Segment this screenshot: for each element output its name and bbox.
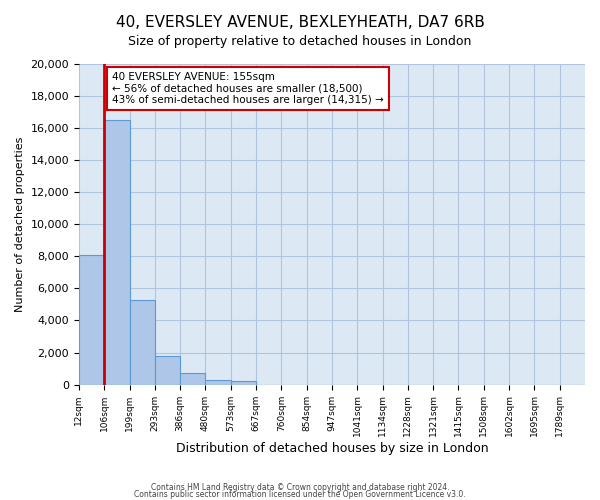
Text: 40 EVERSLEY AVENUE: 155sqm
← 56% of detached houses are smaller (18,500)
43% of : 40 EVERSLEY AVENUE: 155sqm ← 56% of deta… — [112, 72, 383, 105]
X-axis label: Distribution of detached houses by size in London: Distribution of detached houses by size … — [176, 442, 488, 455]
Bar — [79, 255, 104, 384]
Bar — [205, 380, 231, 384]
Text: Size of property relative to detached houses in London: Size of property relative to detached ho… — [128, 35, 472, 48]
Bar — [130, 300, 155, 384]
Text: 40, EVERSLEY AVENUE, BEXLEYHEATH, DA7 6RB: 40, EVERSLEY AVENUE, BEXLEYHEATH, DA7 6R… — [116, 15, 484, 30]
Bar — [180, 372, 205, 384]
Y-axis label: Number of detached properties: Number of detached properties — [15, 136, 25, 312]
Bar — [104, 120, 130, 384]
Text: Contains HM Land Registry data © Crown copyright and database right 2024.: Contains HM Land Registry data © Crown c… — [151, 484, 449, 492]
Text: Contains public sector information licensed under the Open Government Licence v3: Contains public sector information licen… — [134, 490, 466, 499]
Bar — [155, 356, 180, 384]
Bar — [231, 382, 256, 384]
